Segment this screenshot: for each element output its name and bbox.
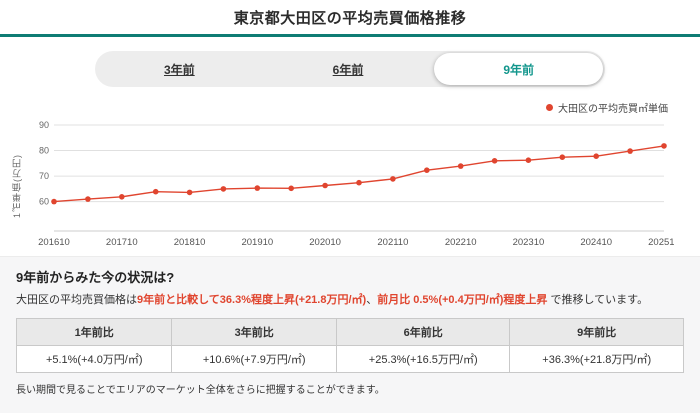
comparison-header: 9年前比 bbox=[509, 317, 684, 346]
y-axis-label: 1㎡単価(万円) bbox=[12, 153, 22, 218]
svg-text:60: 60 bbox=[39, 197, 49, 207]
header-divider bbox=[0, 34, 700, 37]
tabbar-wrap: 3年前 6年前 9年前 bbox=[0, 37, 700, 97]
svg-text:201810: 201810 bbox=[174, 237, 206, 248]
summary-highlight: 前月比 0.5%(+0.4万円/㎡)程度上昇 bbox=[377, 294, 548, 306]
footer-note: 長い期間で見ることでエリアのマーケット全体をさらに把握することができます。 bbox=[16, 384, 385, 396]
period-tabs: 3年前 6年前 9年前 bbox=[95, 51, 605, 87]
comparison-value: +36.3%(+21.8万円/㎡) bbox=[509, 344, 684, 373]
chart-section: 大田区の平均売買㎡単価 1㎡単価(万円) 60 70 80 90 201610 20171… bbox=[0, 97, 700, 256]
header: 東京都大田区の平均売買価格推移 bbox=[0, 0, 700, 34]
svg-text:202110: 202110 bbox=[377, 237, 408, 248]
summary-section: 9年前からみた今の状況は? 大田区の平均売買価格は9年前と比較して36.3%程度… bbox=[0, 256, 700, 413]
svg-text:202510: 202510 bbox=[648, 237, 674, 248]
legend-marker-icon bbox=[546, 103, 553, 111]
comparison-header: 3年前比 bbox=[171, 317, 337, 346]
svg-text:202410: 202410 bbox=[580, 237, 612, 248]
comparison-header: 1年前比 bbox=[15, 317, 173, 346]
svg-text:202010: 202010 bbox=[309, 237, 341, 248]
comparison-value: +10.6%(+7.9万円/㎡) bbox=[171, 344, 337, 373]
summary-heading: 9年前からみた今の状況は? bbox=[16, 270, 175, 285]
page-title: 東京都大田区の平均売買価格推移 bbox=[233, 9, 467, 27]
comparison-value: +5.1%(+4.0万円/㎡) bbox=[15, 344, 173, 373]
svg-text:202310: 202310 bbox=[513, 237, 545, 248]
comparison-header: 6年前比 bbox=[335, 317, 511, 346]
svg-text:201710: 201710 bbox=[106, 237, 138, 248]
tab-3y[interactable]: 3年前 bbox=[163, 62, 195, 77]
svg-text:70: 70 bbox=[39, 171, 49, 181]
legend-label: 大田区の平均売買㎡単価 bbox=[558, 103, 668, 115]
svg-text:90: 90 bbox=[39, 120, 49, 130]
comparison-table: 1年前比 3年前比 6年前比 9年前比 +5.1%(+4.0万円/㎡) +10.6%(+7… bbox=[15, 317, 684, 373]
svg-text:201910: 201910 bbox=[241, 237, 273, 248]
svg-text:202210: 202210 bbox=[445, 237, 477, 248]
svg-text:201610: 201610 bbox=[38, 237, 70, 248]
comparison-value: +25.3%(+16.5万円/㎡) bbox=[335, 344, 511, 373]
tab-6y[interactable]: 6年前 bbox=[332, 62, 364, 77]
summary-text-part: で推移しています。 bbox=[547, 294, 649, 306]
chart-row: 1㎡単価(万円) 60 70 80 90 201610 201710 201810 20191… bbox=[10, 115, 682, 256]
summary-highlight: 9年前と比較して36.3%程度上昇(+21.8万円/㎡) bbox=[137, 294, 367, 306]
svg-text:80: 80 bbox=[39, 146, 49, 156]
summary-text-part: 、 bbox=[366, 294, 378, 306]
summary-text-part: 大田区の平均売買価格は bbox=[16, 294, 137, 306]
summary-text: 大田区の平均売買価格は9年前と比較して36.3%程度上昇(+21.8万円/㎡)、… bbox=[16, 293, 684, 309]
tab-9y[interactable]: 9年前 bbox=[434, 53, 604, 85]
chart-legend: 大田区の平均売買㎡単価 bbox=[10, 99, 682, 115]
price-trend-chart: 60 70 80 90 201610 201710 201810 201910 202010 20… bbox=[24, 115, 680, 256]
